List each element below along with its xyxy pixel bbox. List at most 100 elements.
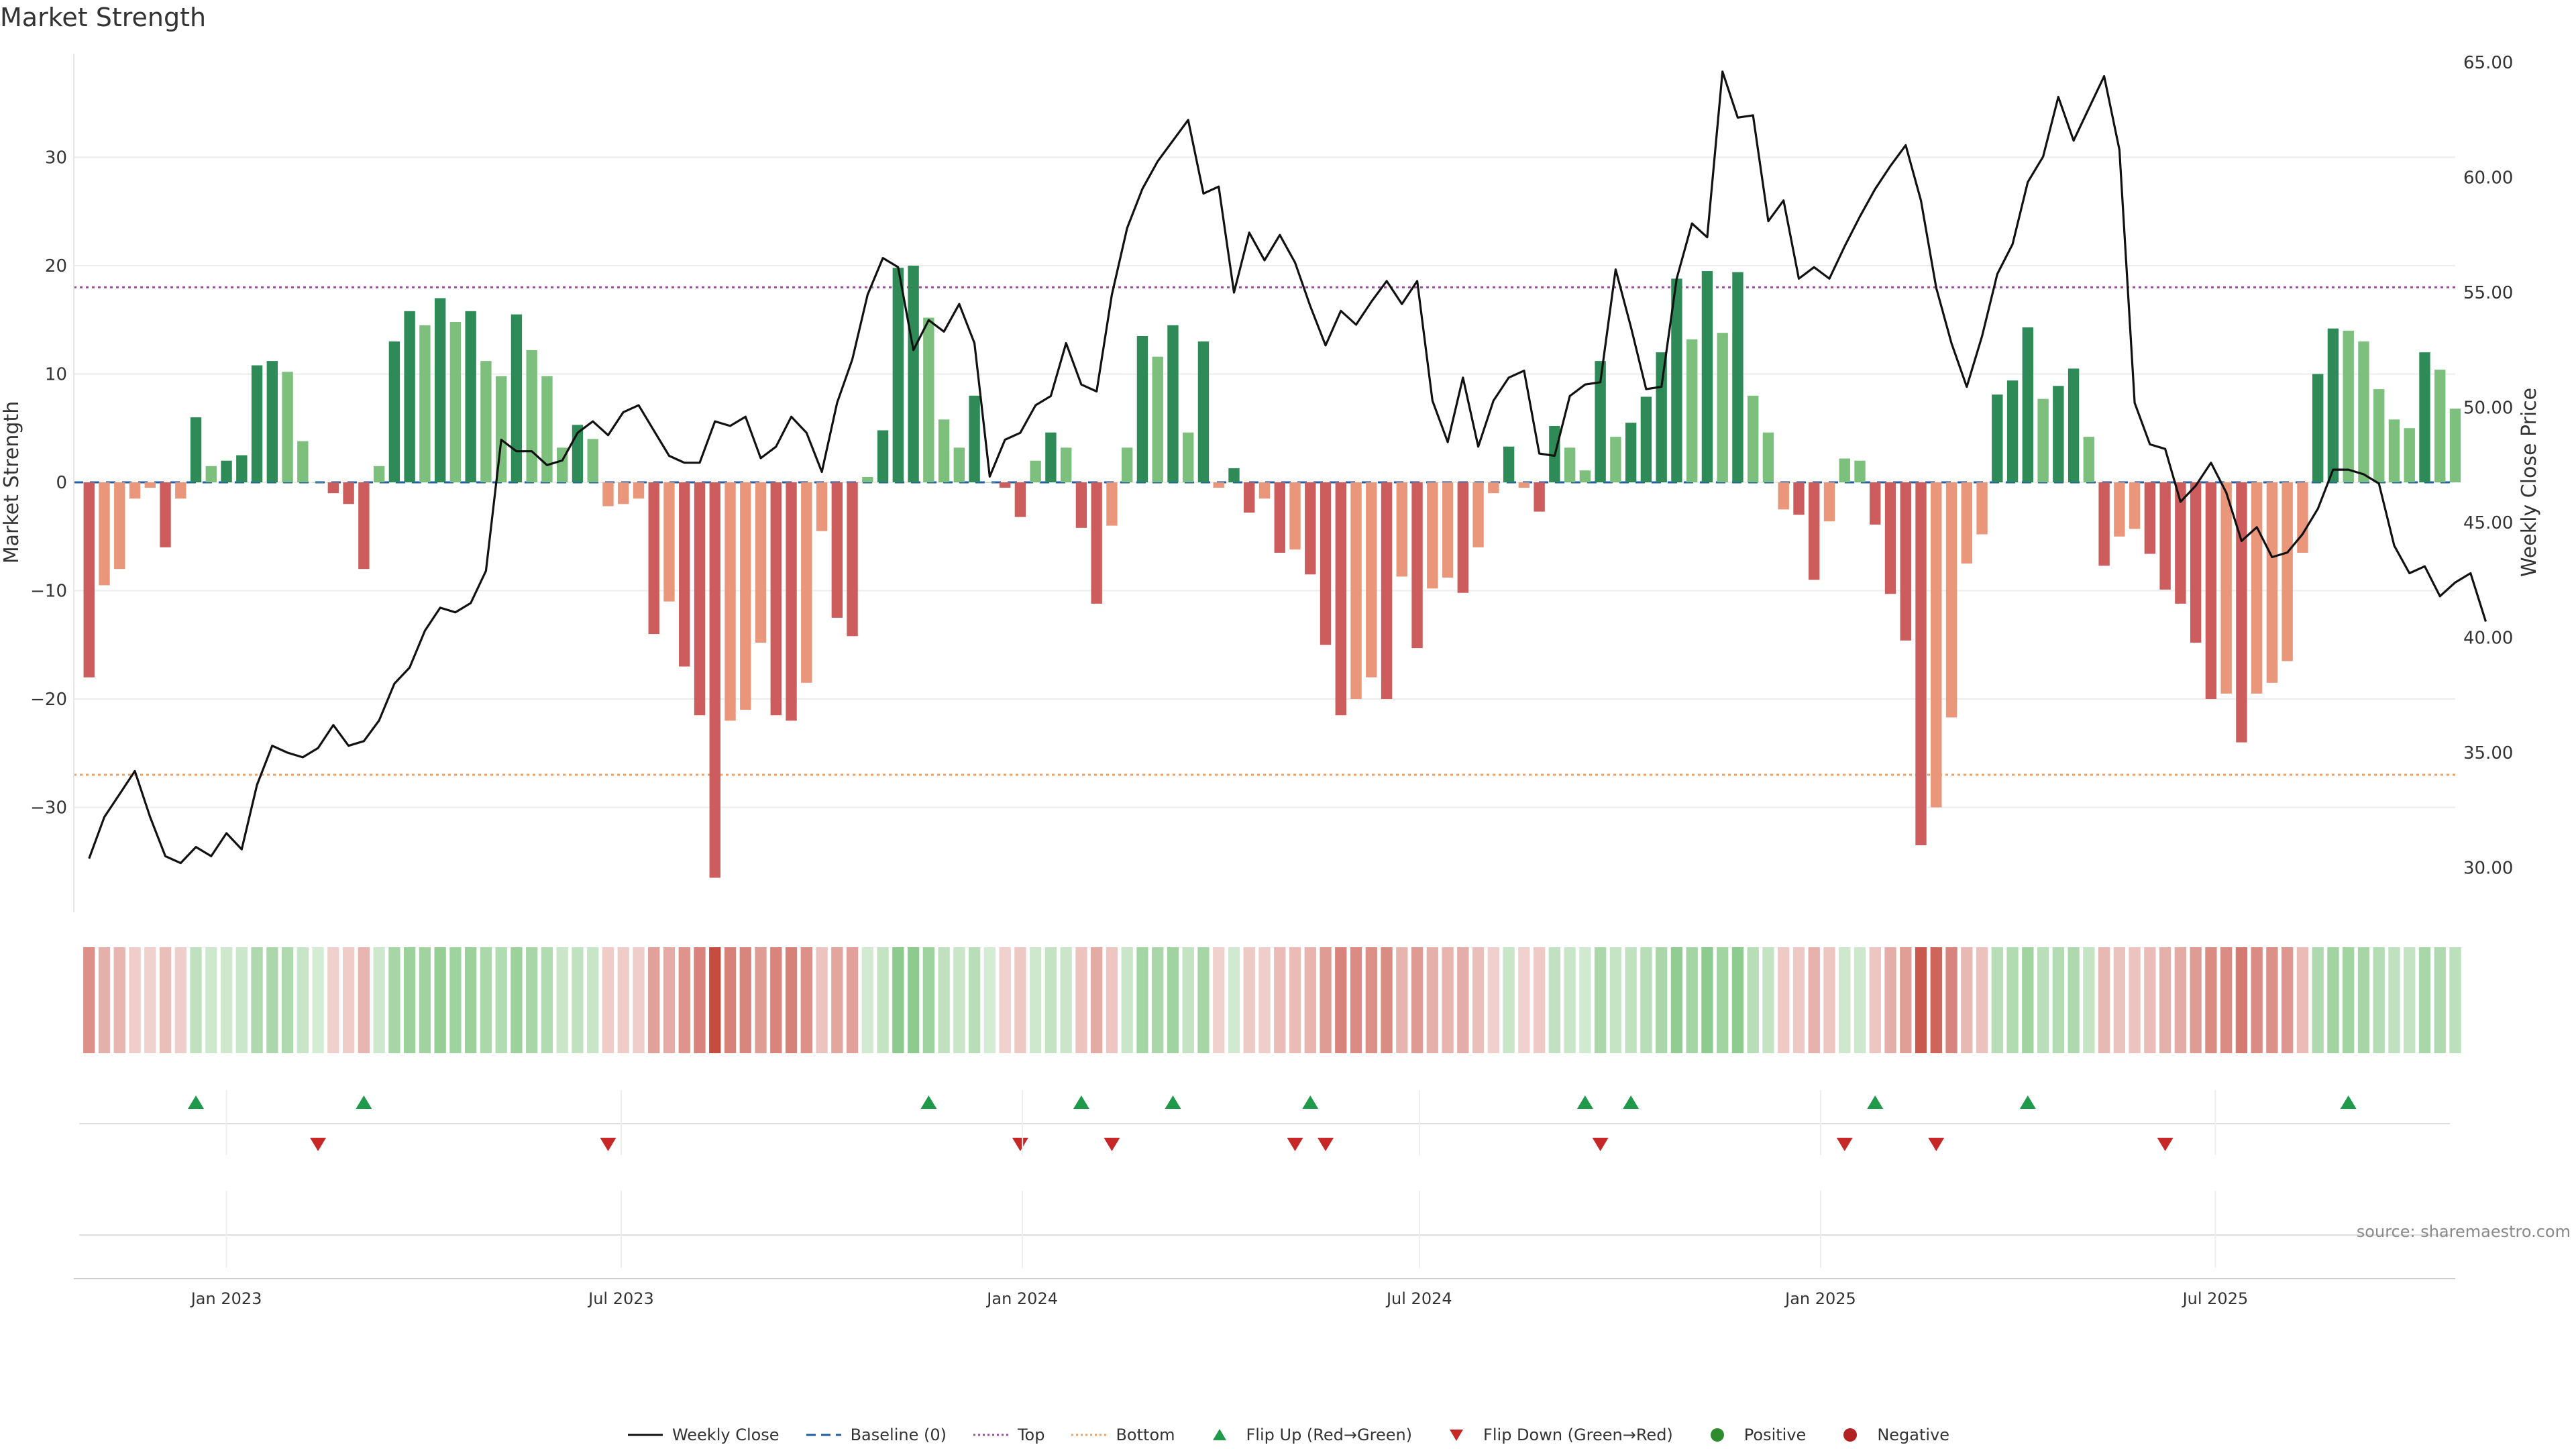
heat-cell (2235, 947, 2248, 1053)
heat-cell (1487, 947, 1499, 1053)
heat-cell (892, 947, 904, 1053)
strength-bar (1320, 482, 1332, 645)
strength-bar (1595, 361, 1606, 482)
strength-bar (953, 447, 965, 482)
strength-bar (419, 325, 431, 482)
strength-bar (358, 482, 370, 570)
heat-cell (2098, 947, 2110, 1053)
strength-bar (1564, 447, 1576, 482)
heat-cell (1381, 947, 1393, 1053)
heat-cell (526, 947, 538, 1053)
heat-cell (342, 947, 355, 1053)
strength-bar (83, 482, 95, 678)
dashed-line-icon (806, 1434, 841, 1436)
strength-bar (831, 482, 843, 618)
heat-cell (694, 947, 706, 1053)
heat-cell (1640, 947, 1652, 1053)
strength-bar (1534, 482, 1545, 512)
heat-cell (1884, 947, 1896, 1053)
right-tick-label: 55.00 (2463, 283, 2513, 303)
heat-cell (2159, 947, 2171, 1053)
heat-cell (495, 947, 507, 1053)
heat-cell (999, 947, 1011, 1053)
strength-bar (2236, 482, 2247, 743)
strength-bar (587, 439, 598, 482)
strength-bar (740, 482, 751, 710)
strength-bar (2190, 482, 2202, 643)
heat-cell (2052, 947, 2064, 1053)
strength-bar (862, 476, 873, 482)
strength-bar (1305, 482, 1316, 575)
strength-bar (816, 482, 828, 531)
right-axis-title: Weekly Close Price (2518, 388, 2541, 577)
strength-bar (2068, 368, 2080, 482)
heat-cell (1320, 947, 1332, 1053)
strength-bar (2098, 482, 2110, 566)
heat-cell (358, 947, 370, 1053)
heat-cell (633, 947, 645, 1053)
strength-bar (1045, 432, 1057, 482)
heat-cell (312, 947, 324, 1053)
heat-cell (770, 947, 782, 1053)
strength-bar (1961, 482, 1972, 564)
legend-label: Flip Up (Red→Green) (1246, 1426, 1413, 1444)
heat-cell (755, 947, 767, 1053)
heat-cell (1747, 947, 1759, 1053)
heat-cell (678, 947, 690, 1053)
heat-cell (1472, 947, 1485, 1053)
strength-bar (282, 372, 293, 482)
strength-bar (1411, 482, 1423, 649)
strength-bar (1106, 482, 1118, 526)
strength-bar (1823, 482, 1835, 522)
heat-cell (1335, 947, 1347, 1053)
strength-bar (1732, 272, 1743, 482)
flip-down-marker (600, 1138, 616, 1151)
heat-cell (1792, 947, 1805, 1053)
strength-bar (175, 482, 186, 499)
heat-cell (1579, 947, 1591, 1053)
right-tick-label: 40.00 (2463, 629, 2513, 649)
heat-cell (1961, 947, 1973, 1053)
heat-cell (1823, 947, 1835, 1053)
strength-bar (602, 482, 614, 506)
heat-cell (1564, 947, 1576, 1053)
flip-markers (79, 1095, 2450, 1236)
heat-cell (2006, 947, 2019, 1053)
heat-cell (1533, 947, 1546, 1053)
heat-cell (1106, 947, 1118, 1053)
strength-bar (648, 482, 659, 635)
heat-cell (1426, 947, 1438, 1053)
strength-bar (1717, 333, 1728, 482)
heat-cell (1274, 947, 1286, 1053)
heat-cell (953, 947, 965, 1053)
heat-cell (373, 947, 385, 1053)
strength-bar (2266, 482, 2278, 683)
heat-cell (2251, 947, 2263, 1053)
heat-cell (1854, 947, 1866, 1053)
strength-bar (1854, 460, 1866, 482)
left-tick-label: −10 (30, 582, 67, 602)
strength-bar (1289, 482, 1301, 550)
strength-bar (404, 311, 415, 482)
strength-bar (434, 298, 446, 482)
heat-cell (1686, 947, 1698, 1053)
flip-up-marker (1073, 1095, 1089, 1109)
strength-bar (2022, 327, 2034, 482)
heat-cell (877, 947, 889, 1053)
legend-item: Negative (1831, 1426, 1949, 1444)
strength-bar (541, 376, 553, 482)
heat-cell (1778, 947, 1790, 1053)
heat-cell (2449, 947, 2461, 1053)
heat-cell (1304, 947, 1316, 1053)
strength-bar (2434, 370, 2446, 482)
legend-label: Weekly Close (672, 1426, 780, 1444)
strength-bar (1809, 482, 1820, 580)
heat-cell (174, 947, 186, 1053)
heat-cell (1701, 947, 1713, 1053)
strength-bar (1060, 447, 1072, 482)
heat-cell (266, 947, 278, 1053)
strength-bar (2404, 428, 2415, 482)
strength-bar (2129, 482, 2141, 529)
reference-lines (74, 286, 2455, 776)
strength-bar (1030, 460, 1041, 482)
